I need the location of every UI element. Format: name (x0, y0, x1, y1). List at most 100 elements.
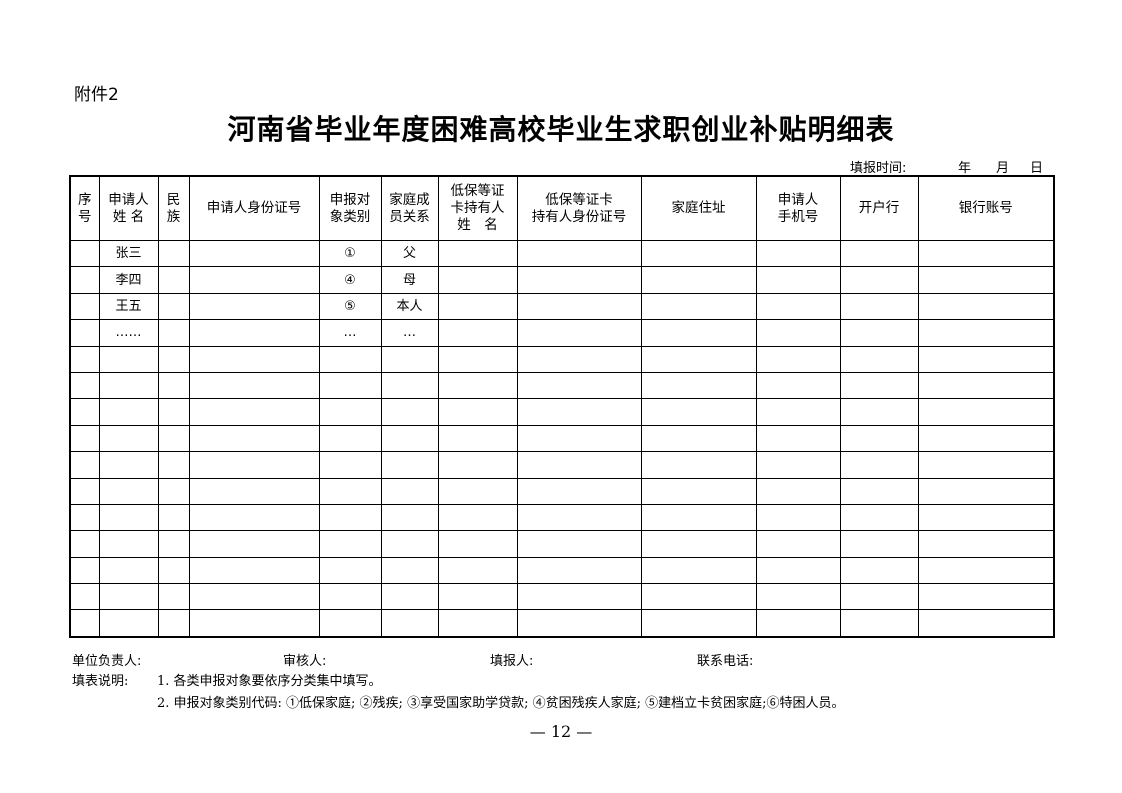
table-cell (640, 266, 757, 294)
column-header: 家庭住址 (640, 175, 757, 241)
table-cell (839, 319, 919, 347)
table-cell (917, 583, 1055, 611)
table-cell (318, 451, 382, 479)
notes-label: 填表说明: (72, 674, 129, 689)
table-cell (69, 345, 100, 373)
table-cell (437, 266, 518, 294)
column-header: 申请人 姓 名 (98, 175, 159, 241)
table-cell (157, 556, 190, 585)
table-cell (516, 239, 642, 268)
page-number: — 12 — (529, 722, 593, 741)
column-header: 低保等证卡 持有人身份证号 (516, 175, 642, 241)
table-row (69, 583, 1055, 611)
table-cell: … (318, 319, 382, 347)
column-header: 家庭成 员关系 (380, 175, 439, 241)
fill-date: 填报时间: 年 月 日 (850, 157, 1043, 176)
table-cell (69, 583, 100, 611)
table-cell (640, 424, 757, 453)
fill-date-month: 月 (996, 161, 1010, 176)
table-cell (917, 371, 1055, 400)
table-cell: 本人 (380, 292, 439, 321)
table-cell (380, 556, 439, 585)
table-cell (640, 371, 757, 400)
table-cell (755, 345, 841, 373)
table-cell (640, 556, 757, 585)
table-cell (188, 583, 320, 611)
table-cell (188, 345, 320, 373)
table-cell (437, 319, 518, 347)
table-cell (437, 451, 518, 479)
table-row: 王五 ⑤ 本人 (69, 292, 1055, 321)
table-cell (98, 371, 159, 400)
filler-label: 填报人: (490, 654, 534, 669)
table-cell (318, 583, 382, 611)
table-row (69, 345, 1055, 373)
table-cell (380, 583, 439, 611)
table-cell (98, 530, 159, 558)
table-cell (437, 292, 518, 321)
table-cell: ④ (318, 266, 382, 294)
table-cell (98, 345, 159, 373)
table-cell (157, 319, 190, 347)
table-cell (98, 424, 159, 453)
table-row (69, 424, 1055, 453)
table-cell (157, 530, 190, 558)
table-cell (69, 371, 100, 400)
table-cell (437, 398, 518, 426)
table-cell (157, 292, 190, 321)
table-cell (917, 424, 1055, 453)
table-cell: …… (98, 319, 159, 347)
table-cell (188, 530, 320, 558)
table-cell (917, 266, 1055, 294)
table-cell (516, 609, 642, 638)
table-cell: … (380, 319, 439, 347)
table-row (69, 451, 1055, 479)
table-row: 李四 ④ 母 (69, 266, 1055, 294)
table-cell (516, 503, 642, 532)
table-cell (318, 530, 382, 558)
table-cell (437, 503, 518, 532)
table-cell (188, 503, 320, 532)
table-cell (380, 398, 439, 426)
table-cell (516, 292, 642, 321)
table-cell (640, 530, 757, 558)
table-cell (917, 530, 1055, 558)
table-cell (755, 451, 841, 479)
table-cell: 母 (380, 266, 439, 294)
table-cell (188, 266, 320, 294)
table-cell (839, 451, 919, 479)
column-header: 申报对 象类别 (318, 175, 382, 241)
table-cell (380, 503, 439, 532)
table-cell (188, 319, 320, 347)
table-cell (157, 503, 190, 532)
table-cell (917, 239, 1055, 268)
table-cell (188, 424, 320, 453)
table-cell (917, 398, 1055, 426)
table-cell (516, 451, 642, 479)
table-cell (755, 424, 841, 453)
table-row: ………… (69, 319, 1055, 347)
table-row (69, 398, 1055, 426)
table-cell (69, 239, 100, 268)
table-cell (437, 371, 518, 400)
table-cell (188, 398, 320, 426)
table-cell (839, 530, 919, 558)
table-cell (69, 398, 100, 426)
table-cell (98, 398, 159, 426)
table-row (69, 556, 1055, 585)
table-cell (157, 451, 190, 479)
table-cell: ① (318, 239, 382, 268)
table-cell (157, 398, 190, 426)
fill-date-day: 日 (1030, 161, 1044, 176)
table-cell: 父 (380, 239, 439, 268)
table-cell (516, 319, 642, 347)
table-cell (380, 530, 439, 558)
column-header: 序 号 (69, 175, 100, 241)
column-header: 申请人身份证号 (188, 175, 320, 241)
table-cell (839, 266, 919, 294)
table-cell (640, 477, 757, 505)
table-row (69, 371, 1055, 400)
table-cell (380, 609, 439, 638)
table-cell (755, 530, 841, 558)
table-cell (755, 503, 841, 532)
